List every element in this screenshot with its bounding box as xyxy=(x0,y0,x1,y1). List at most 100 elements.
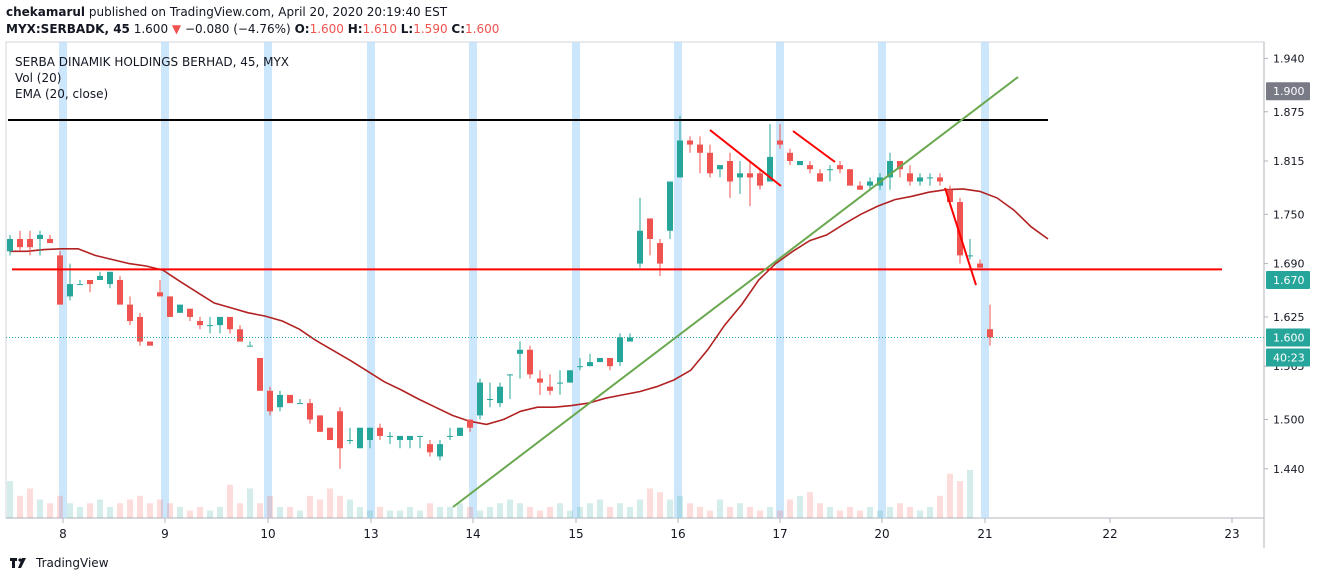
candle-body xyxy=(337,411,343,449)
volume-bar xyxy=(17,495,23,518)
candle-body xyxy=(107,271,113,285)
candle-body xyxy=(717,165,723,170)
y-tick-label: 1.815 xyxy=(1273,155,1305,168)
volume-bar xyxy=(437,506,443,518)
volume-bar xyxy=(907,506,913,518)
x-tick-label: 8 xyxy=(59,527,67,541)
volume-bar xyxy=(187,510,193,518)
volume-bar xyxy=(727,506,733,518)
volume-bar xyxy=(547,506,553,518)
candle-body xyxy=(887,161,893,178)
volume-bar xyxy=(157,499,163,518)
volume-bar xyxy=(957,481,963,518)
legend-symbol-name: SERBA DINAMIK HOLDINGS BERHAD, 45, MYX xyxy=(15,55,290,69)
volume-bar xyxy=(617,503,623,518)
candle-body xyxy=(567,370,573,383)
volume-bar xyxy=(377,506,383,518)
candle-body xyxy=(457,427,463,436)
candle-body xyxy=(257,357,263,391)
volume-bar xyxy=(277,506,283,518)
candle-body xyxy=(197,321,203,326)
candle-body xyxy=(977,263,983,268)
volume-bar xyxy=(627,506,633,518)
downtrend-line-3 xyxy=(944,187,977,286)
candle-body xyxy=(297,403,303,405)
volume-bar xyxy=(387,510,393,518)
candle-body xyxy=(957,202,963,256)
session-highlight xyxy=(264,42,272,518)
candle-body xyxy=(537,378,543,383)
candle-body xyxy=(757,173,763,186)
candle-body xyxy=(87,280,93,285)
volume-bar xyxy=(737,503,743,518)
candle-body xyxy=(967,255,973,257)
volume-bar xyxy=(497,503,503,518)
y-tick-label: 1.940 xyxy=(1273,52,1305,65)
y-tick-label: 1.875 xyxy=(1273,106,1305,119)
candle-body xyxy=(477,382,483,416)
candle-body xyxy=(747,173,753,178)
candle-body xyxy=(507,374,513,376)
high-value: 1.610 xyxy=(362,22,397,36)
volume-bar xyxy=(107,506,113,518)
price-label-text: 1.900 xyxy=(1273,85,1305,98)
candle-body xyxy=(497,386,503,404)
x-tick-label: 15 xyxy=(568,527,583,541)
candle-body xyxy=(27,238,33,248)
volume-bar xyxy=(457,503,463,518)
volume-bar xyxy=(337,495,343,518)
candle-body xyxy=(267,390,273,412)
volume-bar xyxy=(167,503,173,518)
x-tick-label: 21 xyxy=(977,527,992,541)
footer-brand[interactable]: TradingView xyxy=(10,556,109,570)
x-tick-label: 17 xyxy=(772,527,787,541)
published-text: published on TradingView.com, April 20, … xyxy=(88,5,448,19)
candle-body xyxy=(417,435,423,437)
candle-body xyxy=(277,394,283,408)
volume-bar xyxy=(897,503,903,518)
tradingview-logo-icon xyxy=(10,558,26,568)
candle-body xyxy=(547,386,553,391)
volume-bar xyxy=(827,506,833,518)
candle-body xyxy=(987,329,993,338)
y-tick-label: 1.690 xyxy=(1273,258,1305,271)
candle-body xyxy=(37,234,43,239)
close-value: 1.600 xyxy=(465,22,500,36)
y-tick-label: 1.750 xyxy=(1273,208,1305,221)
volume-bar xyxy=(687,503,693,518)
volume-bar xyxy=(317,499,323,518)
candle-body xyxy=(817,173,823,182)
candle-body xyxy=(527,349,533,375)
volume-bar xyxy=(197,506,203,518)
candle-body xyxy=(447,435,453,437)
price-label-box xyxy=(1266,271,1310,289)
candle-body xyxy=(577,366,583,368)
candle-body xyxy=(637,230,643,264)
publisher-name[interactable]: chekamarul xyxy=(6,5,86,19)
volume-bar xyxy=(257,503,263,518)
candle-body xyxy=(557,382,563,384)
volume-bar xyxy=(747,506,753,518)
session-highlight xyxy=(161,42,169,518)
volume-bar xyxy=(787,499,793,518)
volume-bar xyxy=(647,488,653,518)
volume-bar xyxy=(227,484,233,518)
candle-body xyxy=(597,357,603,363)
volume-bar xyxy=(37,499,43,518)
x-tick-label: 23 xyxy=(1224,527,1239,541)
volume-bar xyxy=(707,510,713,518)
volume-bar xyxy=(607,506,613,518)
volume-bar xyxy=(937,495,943,518)
volume-bar xyxy=(307,495,313,518)
price-label-box xyxy=(1266,82,1310,101)
price-label-text: 1.670 xyxy=(1273,274,1305,287)
candle-body xyxy=(807,165,813,170)
x-tick-label: 9 xyxy=(161,527,169,541)
candle-body xyxy=(137,316,143,342)
candle-body xyxy=(827,169,833,171)
candle-body xyxy=(847,169,853,186)
volume-bar xyxy=(837,510,843,518)
candle-body xyxy=(157,292,163,297)
downtrend-line-1 xyxy=(709,129,782,187)
